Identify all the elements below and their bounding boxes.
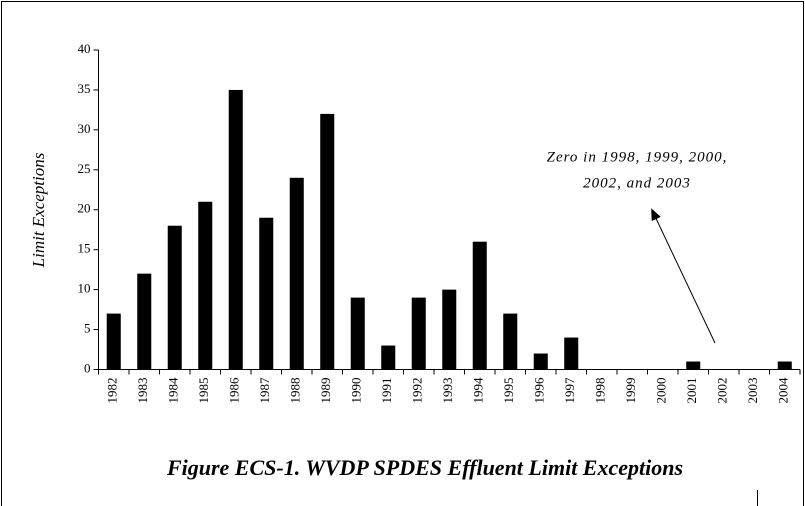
x-tick-label: 1982 — [105, 378, 120, 404]
x-tick-label: 2002 — [715, 378, 730, 404]
bar — [564, 337, 579, 370]
x-tick-label: 1989 — [318, 378, 333, 404]
y-tick-label: 25 — [78, 161, 91, 176]
x-tick-label: 1993 — [440, 378, 455, 404]
y-axis-label: Limit Exceptions — [29, 152, 48, 268]
x-tick-label: 1994 — [471, 377, 486, 404]
annotation-arrow — [651, 208, 716, 344]
x-tick-label: 2004 — [776, 377, 791, 404]
bar — [106, 313, 121, 370]
x-tick-label: 1985 — [196, 378, 211, 404]
annotation: 2002, and 2003 — [583, 175, 691, 191]
x-tick-label: 1999 — [623, 378, 638, 404]
x-tick-label: 1987 — [257, 377, 272, 404]
x-tick-label: 1986 — [227, 377, 242, 404]
bar — [259, 217, 274, 370]
chart-title: Figure ECS-1. WVDP SPDES Effluent Limit … — [166, 455, 683, 480]
x-tick-label: 1991 — [379, 378, 394, 404]
bar — [533, 353, 548, 370]
x-tick-label: 1996 — [532, 377, 547, 404]
x-tick-label: 2000 — [654, 378, 669, 404]
y-tick-label: 20 — [78, 201, 91, 216]
bar — [472, 241, 487, 370]
x-tick-label: 1983 — [135, 378, 150, 404]
y-tick-label: 35 — [78, 81, 91, 96]
x-tick-label: 1992 — [410, 378, 425, 404]
y-tick-label: 5 — [84, 321, 91, 336]
bar — [198, 201, 213, 370]
x-tick-label: 1998 — [593, 378, 608, 404]
bar — [686, 361, 701, 370]
bar — [289, 177, 304, 370]
bar — [137, 273, 152, 370]
y-tick-label: 40 — [78, 41, 91, 56]
bar — [381, 345, 396, 370]
x-tick-label: 1995 — [501, 378, 516, 404]
y-tick-label: 30 — [78, 121, 91, 136]
y-tick-label: 0 — [84, 360, 91, 375]
x-tick-label: 1997 — [562, 377, 577, 404]
x-tick-label: 1988 — [288, 378, 303, 404]
x-tick-label: 1990 — [349, 378, 364, 404]
x-tick-label: 2001 — [684, 378, 699, 404]
x-tick-label: 2003 — [745, 378, 760, 404]
bar — [442, 289, 457, 370]
x-tick-label: 1984 — [166, 377, 181, 404]
y-tick-label: 15 — [78, 241, 91, 256]
bar — [320, 113, 335, 370]
bar — [411, 297, 426, 370]
bar — [350, 297, 365, 370]
bar — [228, 89, 243, 370]
bar — [503, 313, 518, 370]
bar — [777, 361, 792, 370]
y-tick-label: 10 — [78, 281, 91, 296]
annotation: Zero in 1998, 1999, 2000, — [547, 149, 728, 165]
bar — [167, 225, 182, 370]
